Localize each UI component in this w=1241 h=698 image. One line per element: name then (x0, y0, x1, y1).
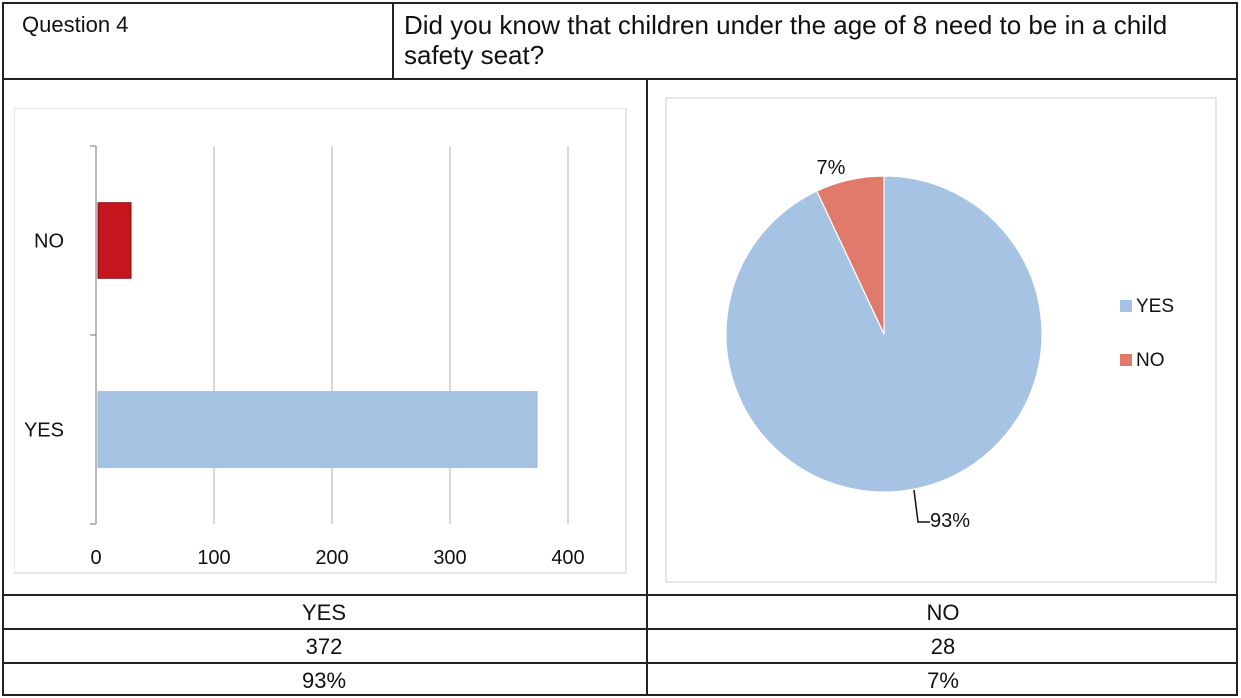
pie-data-label-yes: 93% (930, 510, 970, 532)
legend-label-no: NO (1136, 350, 1165, 371)
pie-slice-no (815, 175, 885, 335)
bar-yes (97, 391, 538, 468)
charts-divider (646, 78, 648, 596)
table-percent-no: 7% (927, 668, 959, 693)
pie-chart-border (665, 97, 1217, 583)
table-header-yes: YES (301, 600, 347, 625)
summary-table-divider (646, 594, 648, 696)
y-category-label: YES (24, 420, 64, 442)
pie-chart: 7% 93% YES NO (665, 97, 1217, 583)
question-divider (392, 2, 394, 80)
x-tick-label: 100 (197, 547, 230, 569)
summary-row-line-1 (2, 628, 1238, 630)
summary-table-frame (2, 594, 1238, 696)
x-tick-label: 200 (315, 547, 348, 569)
y-category-label: NO (34, 231, 64, 253)
table-count-no: 28 (930, 634, 956, 659)
summary-row-line-2 (2, 662, 1238, 664)
legend-swatch-yes (1120, 300, 1132, 312)
x-tick-label: 400 (551, 547, 584, 569)
question-text: Did you know that children under the age… (404, 10, 1168, 70)
legend-swatch-no (1120, 354, 1132, 366)
legend-label-yes: YES (1136, 296, 1174, 317)
table-count-yes: 372 (305, 634, 343, 659)
question-number: Question 4 (22, 12, 129, 37)
bar-chart: 0 100 200 300 400 NO YES (14, 108, 627, 574)
table-header-no: NO (926, 600, 960, 625)
x-tick-label: 300 (433, 547, 466, 569)
bar-no (97, 202, 132, 279)
x-tick-label: 0 (90, 547, 101, 569)
table-percent-yes: 93% (301, 668, 347, 693)
pie-leader-line (913, 489, 930, 523)
bar-chart-border (14, 108, 627, 574)
pie-data-label-no: 7% (817, 157, 846, 179)
